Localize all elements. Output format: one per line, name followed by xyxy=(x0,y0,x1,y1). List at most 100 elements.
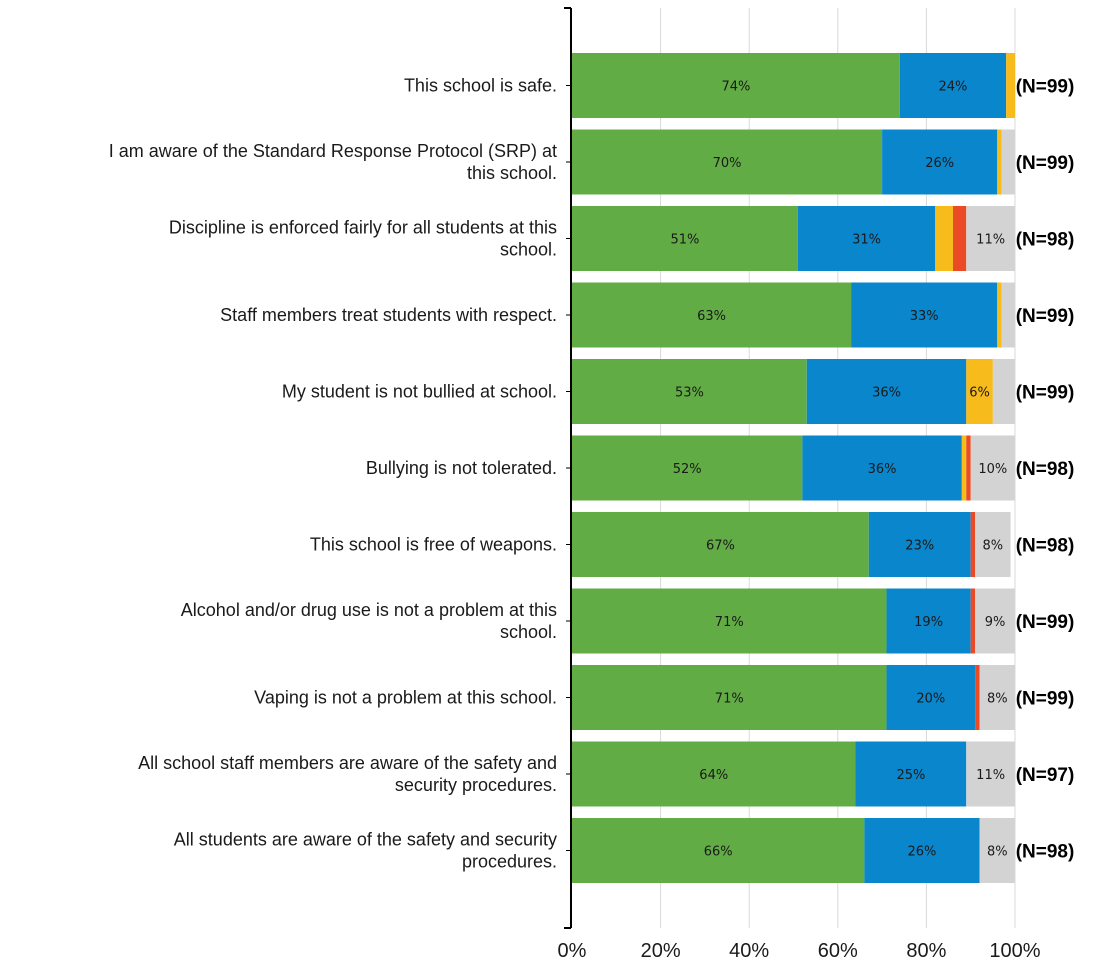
n-label: (N=99) xyxy=(1016,153,1075,174)
data-label: 63% xyxy=(697,309,726,324)
x-tick-label: 80% xyxy=(906,940,946,962)
data-label: 6% xyxy=(969,386,990,401)
bar-segment xyxy=(997,129,1002,195)
bar-segment xyxy=(979,665,1015,730)
bar-segment xyxy=(970,588,976,654)
data-label: 51% xyxy=(671,233,700,248)
bar-segment xyxy=(864,818,980,883)
data-label: 23% xyxy=(905,539,934,554)
data-label: 10% xyxy=(978,462,1007,477)
data-label: 74% xyxy=(721,80,750,95)
data-label: 71% xyxy=(715,692,744,707)
bar-segment xyxy=(797,206,936,271)
data-label: 25% xyxy=(896,768,925,783)
bar-segment xyxy=(882,129,998,195)
bar-segment xyxy=(1001,129,1015,195)
bar-segment xyxy=(802,435,962,501)
bar-segment xyxy=(868,512,971,577)
n-label: (N=99) xyxy=(1016,689,1075,710)
data-label: 33% xyxy=(910,309,939,324)
bar-segment xyxy=(935,206,953,271)
category-label: Vaping is not a problem at this school. xyxy=(254,688,557,708)
category-label: This school is safe. xyxy=(404,76,557,96)
bar-segment xyxy=(979,818,1015,883)
bar-segment xyxy=(572,818,865,883)
bar-segment xyxy=(975,512,1011,577)
data-label: 70% xyxy=(713,156,742,171)
bar-segment xyxy=(572,435,803,501)
bar-segment xyxy=(806,359,967,424)
bar-segment xyxy=(899,53,1007,118)
bar-segment xyxy=(961,435,967,501)
x-tick-label: 0% xyxy=(558,940,587,962)
bar-segment xyxy=(572,53,900,118)
data-label: 36% xyxy=(868,462,897,477)
bar-segment xyxy=(975,665,980,730)
data-label: 71% xyxy=(715,615,744,630)
n-label: (N=97) xyxy=(1016,765,1075,786)
data-label: 67% xyxy=(706,539,735,554)
category-label: Staff members treat students with respec… xyxy=(220,305,557,325)
bar-segment xyxy=(886,665,976,730)
data-label: 11% xyxy=(976,768,1005,783)
data-label: 64% xyxy=(699,768,728,783)
bar-segment xyxy=(970,435,1015,501)
bar-segment xyxy=(1001,282,1015,348)
bar-segment xyxy=(572,359,807,424)
data-label: 8% xyxy=(987,845,1008,860)
bar-segment xyxy=(952,206,967,271)
bar-segment xyxy=(572,206,798,271)
n-label: (N=98) xyxy=(1016,842,1075,863)
data-label: 9% xyxy=(985,615,1006,630)
bar-segment xyxy=(851,282,998,348)
bar-segment xyxy=(572,282,852,348)
category-label: All students are aware of the safety and… xyxy=(174,830,557,872)
category-label: Discipline is enforced fairly for all st… xyxy=(169,218,557,260)
category-label: Alcohol and/or drug use is not a problem… xyxy=(181,600,557,642)
data-label: 26% xyxy=(925,156,954,171)
category-label: My student is not bullied at school. xyxy=(282,382,557,402)
data-label: 36% xyxy=(872,386,901,401)
data-label: 31% xyxy=(852,233,881,248)
data-label: 8% xyxy=(983,539,1004,554)
data-label: 24% xyxy=(939,80,968,95)
bar-segment xyxy=(572,512,869,577)
bar-segment xyxy=(886,588,971,654)
data-label: 52% xyxy=(673,462,702,477)
bar-segment xyxy=(966,741,1015,807)
x-tick-label: 60% xyxy=(818,940,858,962)
data-label: 19% xyxy=(914,615,943,630)
x-tick-label: 40% xyxy=(729,940,769,962)
data-label: 8% xyxy=(987,692,1008,707)
category-label: All school staff members are aware of th… xyxy=(138,753,557,795)
bar-segment xyxy=(997,282,1002,348)
n-label: (N=98) xyxy=(1016,230,1075,251)
bar-segment xyxy=(572,588,887,654)
n-label: (N=99) xyxy=(1016,612,1075,633)
category-label: Bullying is not tolerated. xyxy=(366,458,557,478)
x-tick-label: 100% xyxy=(989,940,1040,962)
bar-segment xyxy=(572,665,887,730)
bar-segment xyxy=(572,129,883,195)
bar-segment xyxy=(970,512,976,577)
n-label: (N=99) xyxy=(1016,306,1075,327)
bar-segment xyxy=(855,741,967,807)
data-label: 53% xyxy=(675,386,704,401)
n-label: (N=98) xyxy=(1016,459,1075,480)
category-label: This school is free of weapons. xyxy=(310,535,557,555)
n-label: (N=99) xyxy=(1016,383,1075,404)
n-label: (N=98) xyxy=(1016,536,1075,557)
data-label: 11% xyxy=(976,233,1005,248)
bar-segment xyxy=(1006,53,1015,118)
bar-segment xyxy=(966,206,1015,271)
n-label: (N=99) xyxy=(1016,77,1075,98)
x-tick-label: 20% xyxy=(641,940,681,962)
bar-segment xyxy=(966,359,993,424)
data-label: 20% xyxy=(916,692,945,707)
data-label: 26% xyxy=(908,845,937,860)
bar-segment xyxy=(975,588,1015,654)
category-label: I am aware of the Standard Response Prot… xyxy=(109,141,557,183)
bar-segment xyxy=(966,435,971,501)
data-label: 66% xyxy=(704,845,733,860)
